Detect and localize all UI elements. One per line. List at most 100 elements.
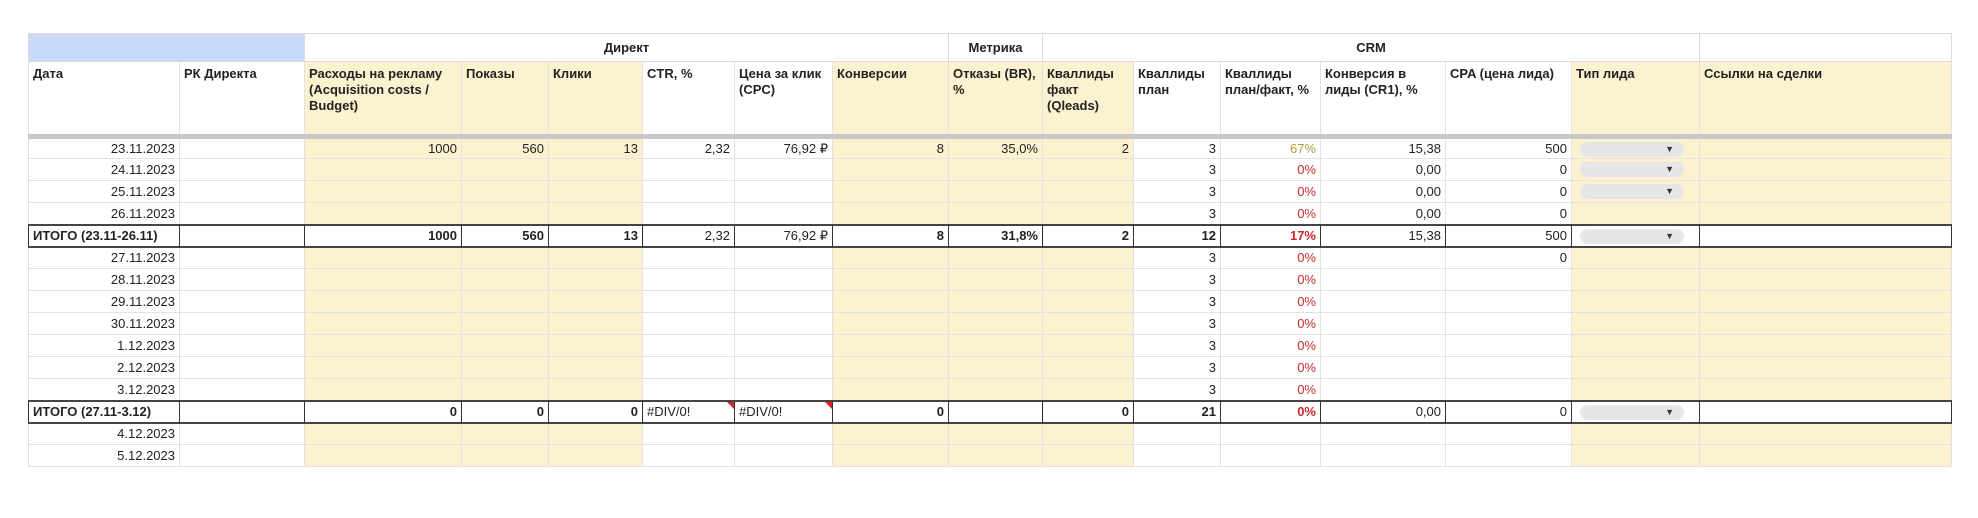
- cell-qleads-plan[interactable]: 3: [1133, 180, 1221, 203]
- cell-deal-links[interactable]: [1699, 312, 1952, 335]
- cell-bounce-rate[interactable]: [948, 378, 1043, 401]
- cell-deal-links[interactable]: [1699, 290, 1952, 313]
- cell-conversions[interactable]: 8: [832, 136, 949, 159]
- group-empty[interactable]: [1699, 33, 1952, 62]
- cell-date[interactable]: 3.12.2023: [28, 378, 180, 401]
- cell-rk-direct[interactable]: [179, 399, 305, 424]
- cell-bounce-rate[interactable]: [948, 356, 1043, 379]
- cell-acquisition-costs[interactable]: [304, 422, 462, 445]
- cell-clicks[interactable]: [548, 290, 643, 313]
- cell-acquisition-costs[interactable]: [304, 290, 462, 313]
- cell-cpc[interactable]: [734, 268, 833, 291]
- cell-date[interactable]: ИТОГО (27.11-3.12): [28, 399, 180, 424]
- cell-ctr[interactable]: [642, 268, 735, 291]
- cell-conversions[interactable]: [832, 202, 949, 225]
- cell-cpa[interactable]: [1445, 378, 1572, 401]
- cell-conversions[interactable]: [832, 290, 949, 313]
- cell-deal-links[interactable]: [1699, 378, 1952, 401]
- cell-impressions[interactable]: 0: [461, 399, 549, 424]
- cell-ctr[interactable]: 2,32: [642, 136, 735, 159]
- cell-lead-type[interactable]: ▼: [1571, 158, 1700, 181]
- cell-qleads-plan-fact[interactable]: [1220, 444, 1321, 467]
- cell-qleads-plan[interactable]: 12: [1133, 223, 1221, 248]
- cell-cpa[interactable]: 0: [1445, 180, 1572, 203]
- cell-lead-type[interactable]: [1571, 268, 1700, 291]
- cell-lead-type[interactable]: ▼: [1571, 399, 1700, 424]
- cell-cpa[interactable]: [1445, 268, 1572, 291]
- cell-bounce-rate[interactable]: [948, 290, 1043, 313]
- cell-bounce-rate[interactable]: [948, 246, 1043, 269]
- column-header-qleads-plan[interactable]: Квалл­иды план: [1133, 61, 1221, 139]
- cell-clicks[interactable]: 13: [548, 136, 643, 159]
- cell-conversions[interactable]: [832, 334, 949, 357]
- cell-ctr[interactable]: [642, 356, 735, 379]
- cell-conversions[interactable]: [832, 180, 949, 203]
- cell-cpc[interactable]: [734, 356, 833, 379]
- cell-cpa[interactable]: 500: [1445, 223, 1572, 248]
- cell-cr1[interactable]: [1320, 290, 1446, 313]
- cell-acquisition-costs[interactable]: [304, 444, 462, 467]
- cell-date[interactable]: 24.11.2023: [28, 158, 180, 181]
- cell-cr1[interactable]: [1320, 444, 1446, 467]
- cell-impressions[interactable]: [461, 356, 549, 379]
- cell-rk-direct[interactable]: [179, 444, 305, 467]
- cell-acquisition-costs[interactable]: 1000: [304, 136, 462, 159]
- cell-cpc[interactable]: [734, 334, 833, 357]
- cell-ctr[interactable]: #DIV/0!: [642, 399, 735, 424]
- cell-bounce-rate[interactable]: [948, 444, 1043, 467]
- cell-clicks[interactable]: [548, 378, 643, 401]
- cell-qleads-plan-fact[interactable]: 0%: [1220, 290, 1321, 313]
- cell-qleads-plan[interactable]: [1133, 444, 1221, 467]
- cell-cpa[interactable]: [1445, 356, 1572, 379]
- cell-qleads-plan[interactable]: [1133, 422, 1221, 445]
- cell-qleads-plan[interactable]: 3: [1133, 158, 1221, 181]
- cell-conversions[interactable]: [832, 246, 949, 269]
- cell-bounce-rate[interactable]: [948, 180, 1043, 203]
- cell-rk-direct[interactable]: [179, 422, 305, 445]
- cell-qleads-fact[interactable]: [1042, 202, 1134, 225]
- cell-rk-direct[interactable]: [179, 246, 305, 269]
- cell-deal-links[interactable]: [1699, 223, 1952, 248]
- cell-qleads-fact[interactable]: 2: [1042, 136, 1134, 159]
- cell-cpc[interactable]: [734, 444, 833, 467]
- column-header-qleads-plan-fact[interactable]: Квалл­иды план/факт, %: [1220, 61, 1321, 139]
- column-header-bounce-rate[interactable]: Отказы (BR), %: [948, 61, 1043, 139]
- cell-date[interactable]: 30.11.2023: [28, 312, 180, 335]
- cell-cpc[interactable]: [734, 158, 833, 181]
- cell-acquisition-costs[interactable]: [304, 312, 462, 335]
- cell-qleads-plan[interactable]: 3: [1133, 290, 1221, 313]
- cell-qleads-fact[interactable]: 0: [1042, 399, 1134, 424]
- cell-lead-type[interactable]: ▼: [1571, 136, 1700, 159]
- cell-qleads-plan[interactable]: 3: [1133, 378, 1221, 401]
- cell-cr1[interactable]: 0,00: [1320, 202, 1446, 225]
- cell-cpa[interactable]: [1445, 422, 1572, 445]
- cell-bounce-rate[interactable]: [948, 202, 1043, 225]
- cell-qleads-fact[interactable]: [1042, 422, 1134, 445]
- cell-ctr[interactable]: [642, 422, 735, 445]
- cell-deal-links[interactable]: [1699, 136, 1952, 159]
- cell-qleads-fact[interactable]: 2: [1042, 223, 1134, 248]
- cell-acquisition-costs[interactable]: [304, 334, 462, 357]
- cell-rk-direct[interactable]: [179, 202, 305, 225]
- cell-rk-direct[interactable]: [179, 334, 305, 357]
- cell-cpa[interactable]: [1445, 334, 1572, 357]
- cell-conversions[interactable]: [832, 268, 949, 291]
- lead-type-dropdown[interactable]: ▼: [1580, 404, 1684, 420]
- cell-qleads-plan-fact[interactable]: 0%: [1220, 202, 1321, 225]
- cell-lead-type[interactable]: [1571, 378, 1700, 401]
- cell-impressions[interactable]: [461, 378, 549, 401]
- group-crm[interactable]: CRM: [1042, 33, 1700, 62]
- cell-qleads-fact[interactable]: [1042, 180, 1134, 203]
- cell-qleads-plan-fact[interactable]: 0%: [1220, 268, 1321, 291]
- cell-cpa[interactable]: [1445, 444, 1572, 467]
- cell-conversions[interactable]: [832, 422, 949, 445]
- cell-conversions[interactable]: [832, 158, 949, 181]
- cell-acquisition-costs[interactable]: [304, 378, 462, 401]
- cell-clicks[interactable]: [548, 356, 643, 379]
- cell-qleads-fact[interactable]: [1042, 444, 1134, 467]
- cell-cpc[interactable]: [734, 290, 833, 313]
- cell-qleads-fact[interactable]: [1042, 158, 1134, 181]
- cell-deal-links[interactable]: [1699, 399, 1952, 424]
- column-header-acquisition-costs[interactable]: Расходы на рекламу (Acquisition costs / …: [304, 61, 462, 139]
- cell-acquisition-costs[interactable]: [304, 268, 462, 291]
